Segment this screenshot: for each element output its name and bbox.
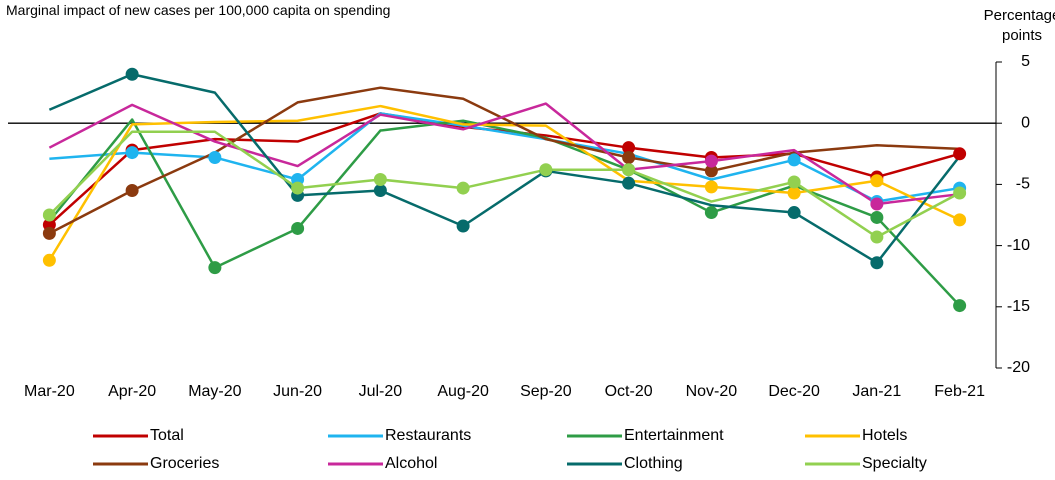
x-tick-label: Jun-20	[273, 383, 322, 400]
y-tick-label: -15	[1007, 298, 1030, 315]
data-point	[125, 67, 139, 81]
data-point	[456, 181, 470, 195]
data-point	[125, 184, 139, 198]
x-tick-label: Feb-21	[934, 383, 985, 400]
x-tick-label: Aug-20	[437, 383, 489, 400]
series-line	[48, 102, 960, 206]
data-point	[42, 253, 56, 267]
data-point	[291, 221, 305, 235]
data-point	[373, 173, 387, 187]
legend-label: Total	[150, 427, 184, 444]
chart-title: Marginal impact of new cases per 100,000…	[6, 2, 391, 18]
data-point	[704, 206, 718, 220]
data-point	[208, 261, 222, 275]
data-point	[704, 164, 718, 178]
legend-label: Clothing	[624, 455, 683, 472]
data-point	[622, 141, 636, 155]
data-point	[787, 206, 801, 220]
y-tick-label: -10	[1007, 237, 1030, 254]
data-point	[291, 181, 305, 195]
series-line	[48, 118, 961, 307]
legend-label: Hotels	[862, 427, 907, 444]
y-tick-label: 5	[1021, 53, 1030, 70]
y-tick-label: 0	[1021, 114, 1030, 131]
series-line	[48, 130, 961, 239]
data-point	[870, 230, 884, 244]
x-tick-label: Apr-20	[108, 383, 156, 400]
data-point	[870, 210, 884, 224]
data-point	[953, 299, 967, 313]
x-tick-label: Jul-20	[359, 383, 403, 400]
data-point	[953, 186, 967, 200]
data-point	[208, 150, 222, 164]
legend-label: Restaurants	[385, 427, 471, 444]
legend-label: Groceries	[150, 455, 219, 472]
series-line	[48, 86, 960, 235]
data-point	[787, 153, 801, 167]
data-point	[456, 219, 470, 233]
data-point	[870, 197, 884, 211]
x-tick-label: Nov-20	[686, 383, 738, 400]
y-axis-label: Percentage points	[983, 7, 1055, 44]
data-point	[539, 163, 553, 177]
legend-label: Alcohol	[385, 455, 437, 472]
data-point	[870, 174, 884, 188]
y-tick-label: -20	[1007, 359, 1030, 376]
data-point	[622, 150, 636, 164]
data-point	[42, 226, 56, 240]
x-tick-label: Sep-20	[520, 383, 572, 400]
x-tick-label: Dec-20	[768, 383, 820, 400]
x-tick-label: Oct-20	[605, 383, 653, 400]
data-point	[870, 256, 884, 270]
data-point	[787, 175, 801, 189]
legend-label: Specialty	[862, 455, 927, 472]
data-point	[787, 186, 801, 200]
legend-label: Entertainment	[624, 427, 724, 444]
x-tick-label: Mar-20	[24, 383, 75, 400]
x-tick-label: Jan-21	[852, 383, 901, 400]
data-point	[704, 180, 718, 194]
data-point	[42, 208, 56, 222]
data-point	[953, 213, 967, 227]
x-tick-label: May-20	[188, 383, 241, 400]
series-line	[49, 112, 960, 203]
data-point	[125, 146, 139, 160]
y-tick-label: -5	[1016, 176, 1030, 193]
series-line	[48, 72, 961, 264]
data-point	[373, 184, 387, 198]
data-point	[953, 147, 967, 161]
data-point	[622, 163, 636, 177]
data-point	[622, 176, 636, 190]
data-point	[704, 154, 718, 168]
